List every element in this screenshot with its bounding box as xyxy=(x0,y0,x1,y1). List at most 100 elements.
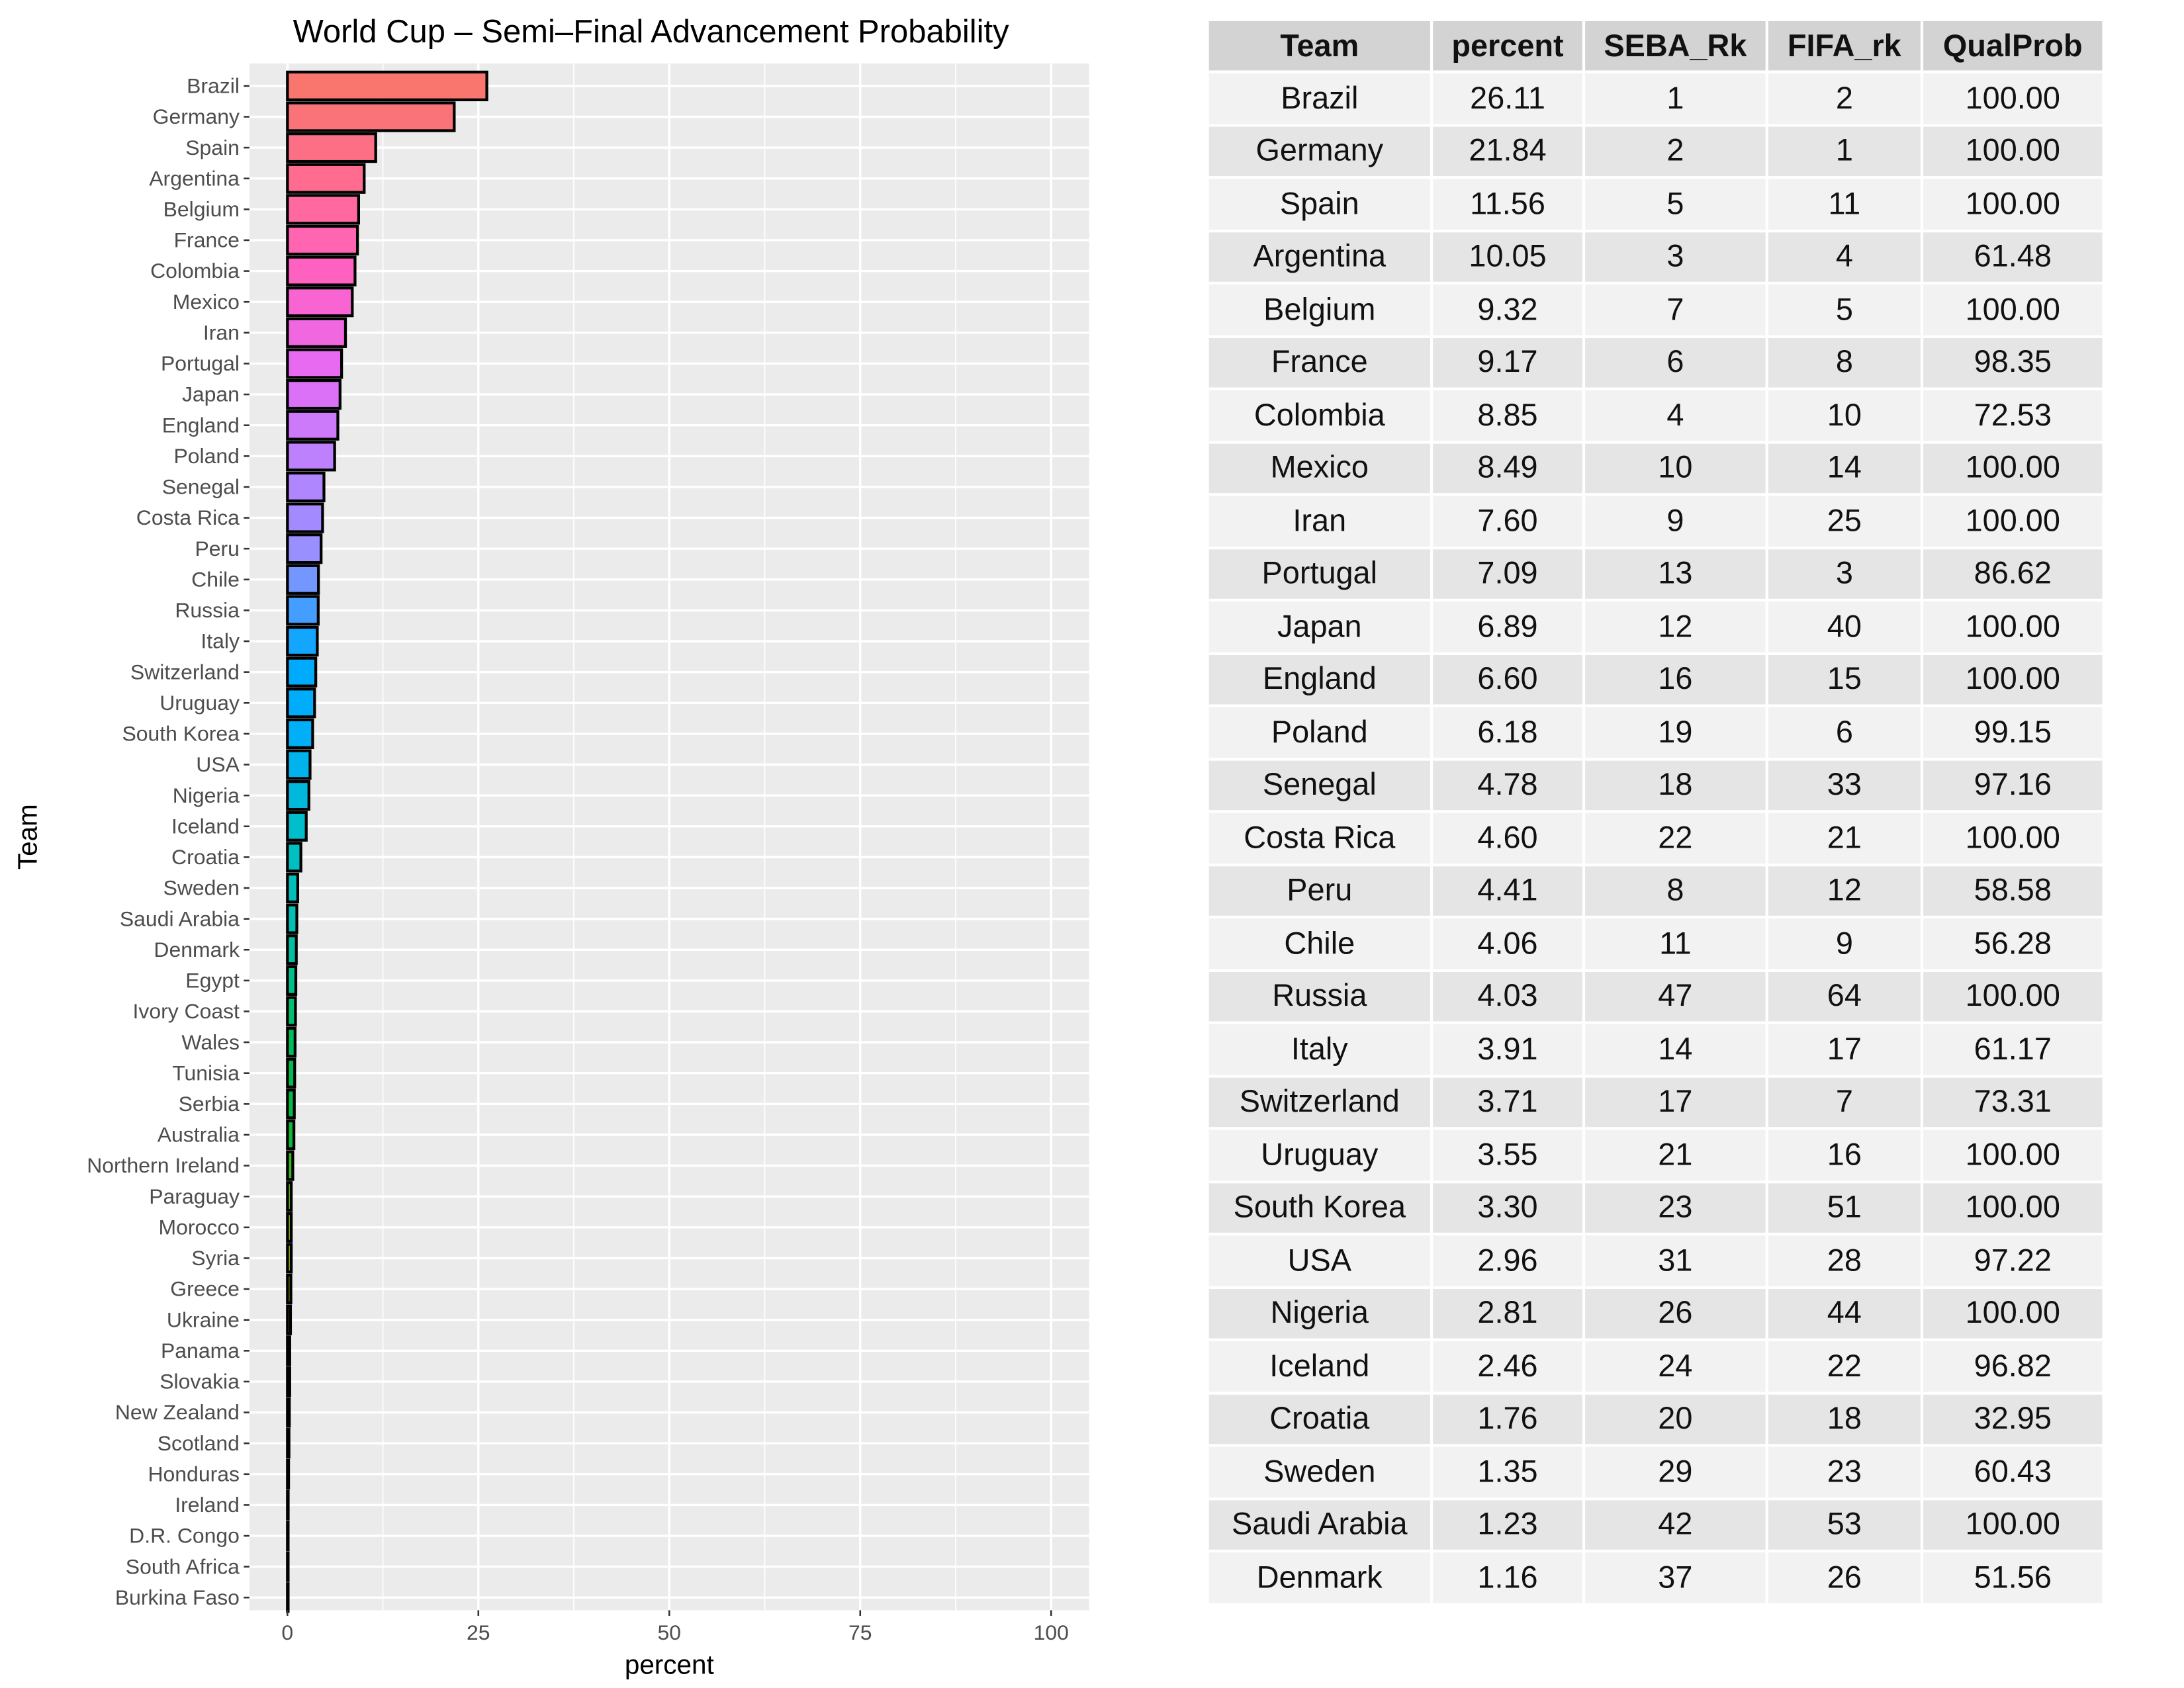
y-tick-label: Chile xyxy=(191,567,240,591)
table-cell-percent: 4.41 xyxy=(1433,866,1582,916)
table-cell-team: Russia xyxy=(1208,971,1430,1022)
y-tick-label: Argentina xyxy=(149,166,240,190)
table-row: Brazil 26.11 1 2 100.00 xyxy=(1208,73,2103,124)
table-cell-seba_rk: 9 xyxy=(1585,496,1766,546)
table-cell-qualprob: 100.00 xyxy=(1923,971,2103,1022)
table-cell-fifa_rk: 16 xyxy=(1768,1130,1921,1180)
table-row: Belgium 9.32 7 5 100.00 xyxy=(1208,285,2103,335)
table-cell-fifa_rk: 2 xyxy=(1768,73,1921,124)
table-cell-qualprob: 100.00 xyxy=(1923,1130,2103,1180)
table-row: Iceland 2.46 24 22 96.82 xyxy=(1208,1341,2103,1392)
bar xyxy=(286,1088,296,1120)
bar xyxy=(286,101,456,132)
table-cell-percent: 6.89 xyxy=(1433,601,1582,652)
y-tick-label: Iceland xyxy=(171,814,240,838)
y-tick-label: South Africa xyxy=(126,1554,240,1578)
y-tick-label: Scotland xyxy=(158,1431,240,1455)
table-cell-fifa_rk: 17 xyxy=(1768,1024,1921,1075)
y-tick-label: Greece xyxy=(170,1277,240,1301)
table-row: Nigeria 2.81 26 44 100.00 xyxy=(1208,1288,2103,1339)
table-cell-team: Switzerland xyxy=(1208,1077,1430,1128)
y-tick-label: Ivory Coast xyxy=(132,999,240,1023)
bar xyxy=(286,70,488,101)
y-tick-label: Japan xyxy=(182,382,240,406)
bar xyxy=(286,842,302,873)
table-cell-percent: 8.49 xyxy=(1433,443,1582,494)
table-cell-qualprob: 86.62 xyxy=(1923,549,2103,599)
table-cell-qualprob: 98.35 xyxy=(1923,337,2103,388)
table-cell-seba_rk: 24 xyxy=(1585,1341,1766,1392)
table-cell-team: Belgium xyxy=(1208,285,1430,335)
table-cell-percent: 1.16 xyxy=(1433,1552,1582,1603)
y-tick-label: Ukraine xyxy=(167,1308,240,1331)
table-cell-qualprob: 100.00 xyxy=(1923,73,2103,124)
x-tick-label: 25 xyxy=(467,1621,490,1644)
bar xyxy=(286,872,300,904)
table-cell-percent: 3.55 xyxy=(1433,1130,1582,1180)
table-row: Peru 4.41 8 12 58.58 xyxy=(1208,866,2103,916)
bar xyxy=(286,934,298,965)
table-cell-qualprob: 100.00 xyxy=(1923,443,2103,494)
bar xyxy=(286,317,347,348)
table-cell-fifa_rk: 12 xyxy=(1768,866,1921,916)
table-cell-seba_rk: 18 xyxy=(1585,760,1766,811)
y-tick-label: Costa Rica xyxy=(136,506,240,529)
table-cell-qualprob: 32.95 xyxy=(1923,1394,2103,1444)
y-tick-label: Italy xyxy=(201,629,240,653)
bar xyxy=(286,224,359,256)
table-cell-percent: 2.81 xyxy=(1433,1288,1582,1339)
table-cell-team: Saudi Arabia xyxy=(1208,1499,1430,1550)
table-cell-qualprob: 100.00 xyxy=(1923,126,2103,177)
bar xyxy=(286,1243,293,1274)
table-cell-qualprob: 100.00 xyxy=(1923,1288,2103,1339)
table-cell-team: England xyxy=(1208,654,1430,705)
table-cell-percent: 4.03 xyxy=(1433,971,1582,1022)
table-cell-team: France xyxy=(1208,337,1430,388)
table-cell-fifa_rk: 11 xyxy=(1768,179,1921,229)
bar xyxy=(286,441,336,472)
table-cell-fifa_rk: 5 xyxy=(1768,285,1921,335)
table-cell-percent: 11.56 xyxy=(1433,179,1582,229)
bar xyxy=(286,1119,296,1151)
column-header-percent: percent xyxy=(1433,21,1582,71)
table-cell-seba_rk: 5 xyxy=(1585,179,1766,229)
bar xyxy=(286,1489,290,1521)
table-cell-fifa_rk: 25 xyxy=(1768,496,1921,546)
y-tick-label: Ireland xyxy=(175,1493,240,1517)
bar xyxy=(286,471,326,503)
y-tick-label: Panama xyxy=(161,1339,240,1362)
bar xyxy=(286,1520,290,1552)
table-cell-team: Argentina xyxy=(1208,232,1430,282)
y-tick-label: Burkina Faso xyxy=(115,1585,240,1609)
table-cell-seba_rk: 7 xyxy=(1585,285,1766,335)
table-cell-percent: 4.60 xyxy=(1433,813,1582,864)
table-cell-percent: 1.35 xyxy=(1433,1446,1582,1497)
bar xyxy=(286,1304,293,1335)
y-tick-label: D.R. Congo xyxy=(129,1524,240,1548)
y-tick-label: Mexico xyxy=(173,290,240,314)
y-tick-label: Egypt xyxy=(185,969,240,993)
bar xyxy=(286,1181,293,1212)
y-tick-label: Honduras xyxy=(148,1462,240,1486)
table-cell-team: Germany xyxy=(1208,126,1430,177)
table-cell-seba_rk: 22 xyxy=(1585,813,1766,864)
y-tick-label: Serbia xyxy=(179,1092,240,1116)
table-cell-percent: 8.85 xyxy=(1433,390,1582,441)
table-cell-fifa_rk: 9 xyxy=(1768,918,1921,969)
bar xyxy=(286,811,308,842)
table-header-row: Team percent SEBA_Rk FIFA_rk QualProb xyxy=(1208,21,2103,71)
table-cell-qualprob: 100.00 xyxy=(1923,496,2103,546)
bar xyxy=(286,1057,296,1088)
table-cell-team: Senegal xyxy=(1208,760,1430,811)
table-cell-percent: 6.60 xyxy=(1433,654,1582,705)
y-tick-label: Morocco xyxy=(159,1215,240,1239)
table-cell-percent: 6.18 xyxy=(1433,707,1582,758)
y-tick-label: Germany xyxy=(153,105,240,128)
table-cell-percent: 21.84 xyxy=(1433,126,1582,177)
column-header-qualprob: QualProb xyxy=(1923,21,2103,71)
table-cell-qualprob: 100.00 xyxy=(1923,1499,2103,1550)
table-cell-seba_rk: 21 xyxy=(1585,1130,1766,1180)
bar xyxy=(286,348,343,379)
x-tick-label: 50 xyxy=(658,1621,682,1644)
y-tick-label: Portugal xyxy=(161,351,240,375)
